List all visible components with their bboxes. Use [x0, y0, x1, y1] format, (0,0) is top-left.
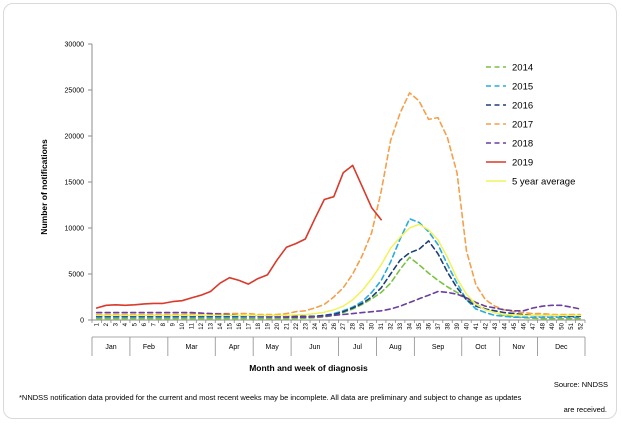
x-week-label-24: 24 — [313, 322, 319, 329]
series-line-2019 — [95, 164, 383, 309]
source-note: Source: NNDSS — [553, 380, 608, 389]
y-tick-label-0: 0 — [80, 318, 84, 325]
x-axis-title: Month and week of diagnosis — [249, 363, 368, 373]
y-tick-label-30000: 30000 — [65, 42, 85, 49]
x-week-label-33: 33 — [398, 322, 404, 329]
x-week-label-37: 37 — [436, 322, 442, 329]
x-week-label-18: 18 — [256, 322, 262, 329]
footnote-line-1: *NNDSS notification data provided for th… — [19, 393, 522, 402]
month-label-mar: Mar — [186, 344, 199, 351]
x-week-label-41: 41 — [474, 322, 480, 329]
month-label-sep: Sep — [432, 344, 445, 351]
month-label-jan: Jan — [105, 344, 116, 351]
month-label-dec: Dec — [555, 344, 568, 351]
x-week-label-39: 39 — [455, 322, 461, 329]
x-week-label-32: 32 — [389, 322, 395, 329]
x-week-label-25: 25 — [322, 322, 328, 329]
series-line-2017 — [95, 92, 582, 316]
x-week-label-31: 31 — [379, 322, 385, 329]
x-week-label-7: 7 — [152, 322, 158, 326]
x-week-label-11: 11 — [190, 322, 196, 329]
footnote-line-2: are received. — [563, 405, 607, 414]
x-week-label-47: 47 — [531, 322, 537, 329]
x-week-label-45: 45 — [512, 322, 518, 329]
x-week-label-26: 26 — [332, 322, 338, 329]
x-week-label-13: 13 — [209, 322, 215, 329]
x-week-label-17: 17 — [246, 322, 252, 329]
x-week-label-6: 6 — [142, 322, 148, 326]
x-week-label-43: 43 — [493, 322, 499, 329]
x-week-label-1: 1 — [95, 322, 101, 326]
month-label-aug: Aug — [389, 344, 402, 351]
legend-label-2016: 2016 — [512, 101, 533, 112]
legend-label-2019: 2019 — [512, 158, 533, 169]
x-week-label-38: 38 — [446, 322, 452, 329]
series-line-2018 — [95, 290, 582, 319]
x-week-label-49: 49 — [550, 322, 556, 329]
x-week-label-27: 27 — [341, 322, 347, 329]
y-tick-label-15000: 15000 — [65, 180, 85, 187]
x-week-label-42: 42 — [483, 322, 489, 329]
x-week-label-35: 35 — [417, 322, 423, 329]
series-line-2016 — [95, 240, 582, 318]
y-tick-label-5000: 5000 — [68, 272, 84, 279]
y-axis-title: Number of notifications — [39, 139, 49, 235]
legend-label-5-year-average: 5 year average — [512, 177, 575, 188]
x-week-label-44: 44 — [502, 322, 508, 329]
x-week-label-12: 12 — [199, 322, 205, 329]
month-label-oct: Oct — [475, 344, 486, 351]
x-week-label-5: 5 — [133, 322, 139, 326]
x-week-label-8: 8 — [161, 322, 167, 326]
x-week-label-30: 30 — [370, 322, 376, 329]
legend-label-2015: 2015 — [512, 82, 533, 93]
x-week-label-2: 2 — [104, 322, 110, 326]
y-tick-label-10000: 10000 — [65, 226, 85, 233]
x-week-label-4: 4 — [123, 322, 129, 326]
x-week-label-10: 10 — [180, 322, 186, 329]
x-week-label-36: 36 — [427, 322, 433, 329]
footnote: *NNDSS notification data provided for th… — [19, 392, 607, 416]
legend-label-2017: 2017 — [512, 120, 533, 131]
x-week-label-40: 40 — [464, 322, 470, 329]
y-tick-label-20000: 20000 — [65, 134, 85, 141]
x-week-label-50: 50 — [559, 322, 565, 329]
x-week-label-3: 3 — [114, 322, 120, 326]
y-tick-label-25000: 25000 — [65, 88, 85, 95]
x-week-label-22: 22 — [294, 322, 300, 329]
month-label-jun: Jun — [309, 344, 320, 351]
x-week-label-19: 19 — [265, 322, 271, 329]
month-label-feb: Feb — [143, 344, 155, 351]
month-label-may: May — [266, 344, 280, 351]
x-week-label-28: 28 — [351, 322, 357, 329]
x-week-label-29: 29 — [360, 322, 366, 329]
month-label-nov: Nov — [512, 344, 525, 351]
x-week-label-52: 52 — [578, 322, 584, 329]
x-week-label-46: 46 — [521, 322, 527, 329]
x-week-label-34: 34 — [408, 322, 414, 329]
x-week-label-51: 51 — [569, 322, 575, 329]
month-label-jul: Jul — [353, 344, 362, 351]
x-week-label-21: 21 — [284, 322, 290, 329]
x-week-label-23: 23 — [303, 322, 309, 329]
x-week-label-20: 20 — [275, 322, 281, 329]
legend-label-2014: 2014 — [512, 63, 533, 74]
x-week-label-48: 48 — [540, 322, 546, 329]
series-line-5-year-average — [95, 223, 582, 317]
x-week-label-9: 9 — [171, 322, 177, 326]
chart-frame — [3, 3, 617, 419]
series-line-2015 — [95, 218, 582, 319]
x-week-label-15: 15 — [227, 322, 233, 329]
x-week-label-14: 14 — [218, 322, 224, 329]
month-label-apr: Apr — [229, 344, 241, 351]
legend-label-2018: 2018 — [512, 139, 533, 150]
x-week-label-16: 16 — [237, 322, 243, 329]
